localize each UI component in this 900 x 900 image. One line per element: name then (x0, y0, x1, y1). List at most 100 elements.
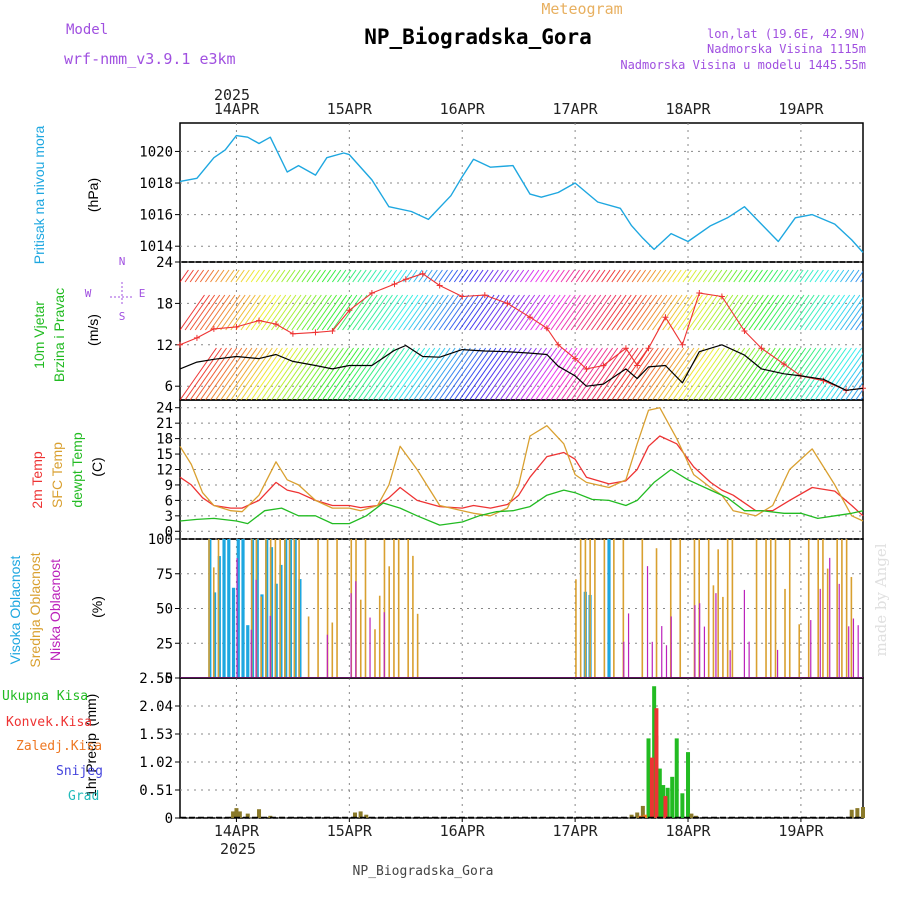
wind-barb (469, 347, 507, 400)
station-title: NP_Biogradska_Gora (364, 25, 592, 49)
low-cloud-bar (355, 581, 357, 678)
wind-barb (824, 294, 851, 331)
wind-barb (525, 347, 563, 400)
total-precip-bar (358, 811, 363, 818)
wind-barb (184, 269, 194, 283)
wind-barb (773, 269, 784, 283)
mid-cloud-bar (378, 595, 381, 678)
wind-barb (718, 294, 744, 331)
wind-barb (265, 294, 292, 331)
low-cloud-bar (651, 641, 653, 678)
mid-cloud-bar (393, 539, 395, 678)
wind-barb (352, 269, 362, 283)
mid-cloud-bar (317, 539, 319, 678)
mid-cloud-bar (788, 539, 791, 678)
gust-marker (256, 317, 263, 324)
legend-total-precip: Ukupna Kisa (2, 689, 88, 704)
wind-barb (702, 294, 729, 331)
low-cloud-bar (661, 626, 663, 678)
wind-barb (428, 347, 466, 400)
pressure-tick-label: 1020 (139, 144, 173, 160)
wind-barb (611, 347, 649, 400)
wind-barb (779, 269, 789, 283)
wind-barb (809, 294, 835, 331)
wind-barb (707, 347, 746, 400)
mid-cloud-bar (279, 539, 281, 678)
wind-barb (469, 294, 495, 331)
mid-cloud-bar (836, 539, 838, 678)
mid-cloud-bar (374, 629, 376, 678)
wind-barb (296, 294, 322, 331)
wind-barb (819, 347, 857, 400)
mid-cloud-bar (707, 539, 710, 678)
wind-barb (860, 325, 863, 331)
pressure-tick-label: 1016 (139, 208, 173, 224)
high-cloud-bar (227, 539, 231, 678)
low-cloud-bar (627, 613, 630, 678)
wind-barb (850, 381, 863, 400)
top-day-label: 16APR (440, 100, 486, 118)
wind-barb (311, 294, 337, 331)
wind-barb (657, 347, 695, 400)
gust-marker (210, 325, 217, 332)
total-precip-bar (861, 807, 865, 818)
mid-cloud-bar (250, 539, 253, 678)
wind-barb (799, 347, 837, 400)
low-cloud-bar (838, 583, 840, 678)
wind-barb (743, 269, 753, 283)
high-cloud-bar (222, 539, 226, 678)
temperature-tick-label: 6 (165, 493, 173, 509)
wind-barb (326, 347, 365, 400)
wind-barb (245, 269, 255, 283)
wind-barb (860, 277, 863, 283)
compass-label-s: S (119, 310, 126, 323)
total-precip-bar (661, 785, 666, 818)
wind-barb (692, 269, 702, 283)
total-precip-bar (234, 808, 239, 818)
wind-barb (596, 347, 634, 400)
pressure-unit: (hPa) (85, 178, 101, 212)
precip-tick-label: 1.53 (139, 727, 173, 743)
wind-barb (443, 269, 453, 283)
high-cloud-bar (607, 539, 611, 678)
wind-barb (204, 269, 215, 283)
wind-barb (514, 294, 541, 331)
wind-barb (779, 294, 805, 331)
gust-marker (679, 341, 686, 348)
wind-barb (458, 347, 497, 400)
wind-barb (575, 269, 586, 283)
wind-barb (697, 294, 724, 331)
mid-cloud-bar (217, 539, 220, 678)
wind-barb (758, 347, 796, 400)
low-cloud-bar (810, 620, 812, 678)
wind-barb (692, 347, 730, 400)
wind-barb (586, 294, 612, 331)
wind-barb (326, 269, 337, 283)
gust-marker (329, 328, 336, 334)
precip-tick-label: 1.02 (139, 755, 173, 771)
wind-barb (453, 347, 492, 400)
low-cloud-bar (383, 612, 385, 678)
wind-barb (458, 294, 485, 331)
wind-barb (484, 294, 510, 331)
gust-marker (600, 362, 607, 369)
wind-barb (545, 294, 571, 331)
wind-barb (540, 294, 566, 331)
wind-barb (850, 311, 863, 331)
wind-barb (499, 347, 537, 400)
gust-marker (419, 270, 426, 277)
wind-barb (829, 352, 863, 400)
wind-barb (621, 294, 647, 331)
wind-barb (606, 347, 644, 400)
wind-barb (768, 294, 795, 331)
wind-barb (540, 347, 578, 400)
wind-barb (560, 294, 586, 331)
wind-barb (372, 294, 398, 331)
wind-barb (413, 347, 451, 400)
pressure-panel (179, 122, 864, 263)
wind-barb (448, 294, 475, 331)
wind-barb (535, 347, 573, 400)
wind-barb (398, 294, 424, 331)
wind-barb (753, 347, 791, 400)
wind-barb (352, 294, 378, 331)
